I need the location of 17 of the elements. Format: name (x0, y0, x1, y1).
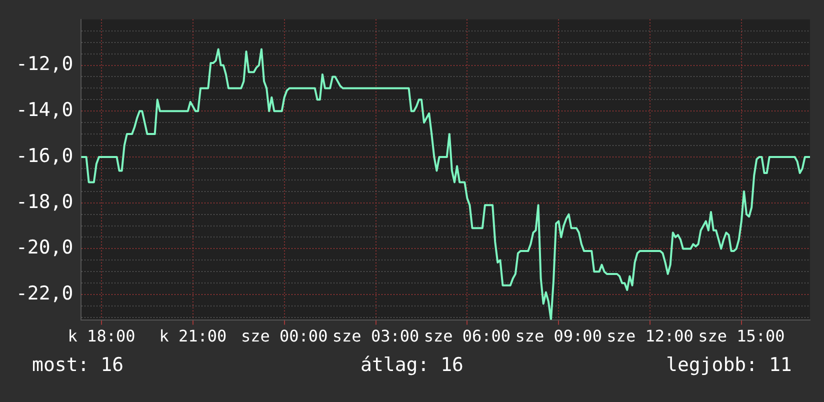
y-tick-label: -22,0 (16, 282, 74, 305)
text: most: 16 (32, 354, 124, 376)
text: legjobb: 11 (666, 354, 792, 376)
x-tick-label: sze 00:00 (240, 326, 328, 346)
y-tick-label: -12,0 (16, 53, 74, 76)
y-tick-label: -16,0 (16, 144, 74, 167)
x-tick-label: k 18:00 (68, 326, 136, 346)
x-tick-label: sze 03:00 (332, 326, 420, 346)
x-tick-label: sze 09:00 (515, 326, 602, 346)
x-tick-label: sze 15:00 (698, 326, 785, 346)
text: átlag: 16 (360, 354, 464, 376)
y-tick-label: -14,0 (16, 99, 74, 122)
x-tick-label: k 21:00 (159, 326, 227, 346)
x-tick-label: sze 12:00 (606, 326, 694, 346)
y-tick-label: -20,0 (16, 236, 74, 259)
y-tick-label: -18,0 (16, 190, 74, 213)
x-tick-label: sze 06:00 (424, 326, 511, 346)
